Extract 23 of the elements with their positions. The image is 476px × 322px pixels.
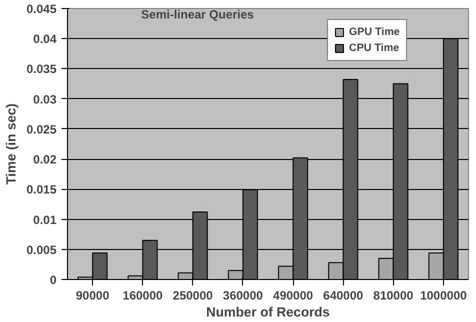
legend-label: CPU Time bbox=[349, 42, 400, 54]
x-tick-label: 490000 bbox=[273, 288, 314, 302]
legend-label: GPU Time bbox=[349, 26, 400, 38]
x-tick-label: 640000 bbox=[323, 288, 364, 302]
x-axis-title: Number of Records bbox=[206, 304, 330, 320]
y-tick-label: 0.005 bbox=[26, 242, 57, 257]
y-tick-label: 0.035 bbox=[26, 62, 57, 76]
x-tick-label: 810000 bbox=[373, 288, 414, 302]
y-tick-label: 0.025 bbox=[26, 122, 57, 136]
y-tick-label: 0.03 bbox=[33, 92, 57, 106]
y-tick-label: 0.01 bbox=[33, 212, 57, 227]
x-tick-label: 1000000 bbox=[420, 288, 468, 302]
x-tick-label: 360000 bbox=[222, 288, 264, 302]
x-tick-label: 160000 bbox=[122, 288, 164, 302]
y-tick-label: 0.045 bbox=[26, 2, 57, 16]
chart-title: Semi-linear Queries bbox=[141, 8, 254, 22]
x-tick-label: 90000 bbox=[76, 288, 110, 302]
y-tick-label: 0.015 bbox=[26, 182, 57, 197]
y-axis-title: Time (in sec) bbox=[3, 103, 18, 185]
y-tick-label: 0.02 bbox=[33, 152, 57, 167]
x-tick-label: 250000 bbox=[172, 288, 214, 302]
y-tick-label: 0.04 bbox=[33, 32, 57, 46]
y-tick-label: 0 bbox=[50, 273, 57, 287]
